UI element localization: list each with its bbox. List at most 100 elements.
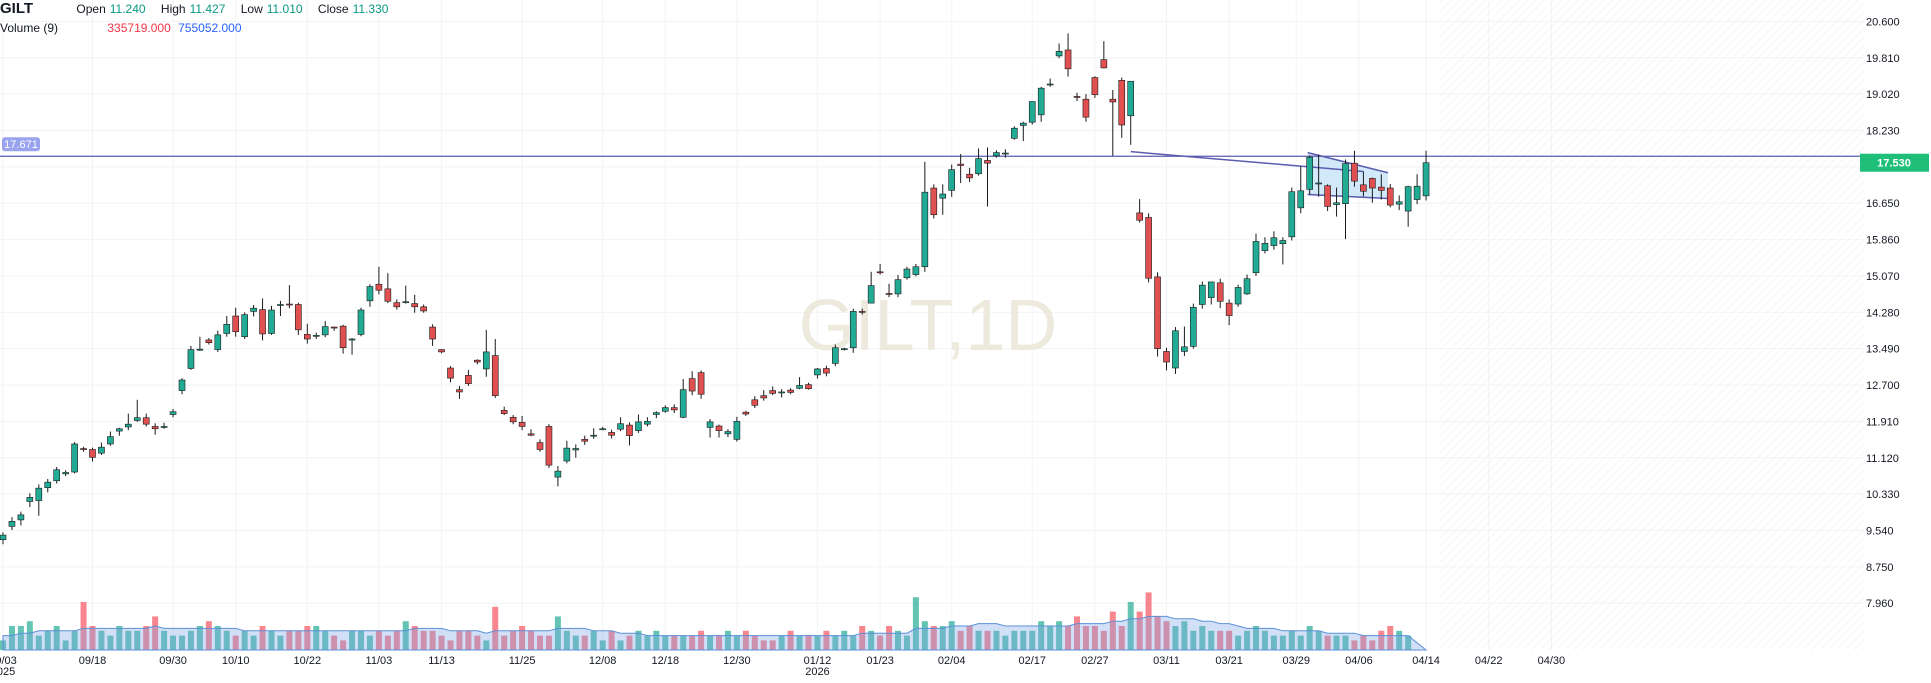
candle [518,415,526,431]
candle [411,294,419,313]
volume-bar [1360,635,1367,650]
candle-body [402,301,410,304]
candle [178,378,186,395]
candle [1055,43,1063,59]
candle [554,466,562,487]
volume-bar [35,635,42,650]
candle [1378,174,1385,200]
volume-bar [340,640,347,650]
candle-body [384,288,392,302]
candle-body [1100,59,1108,69]
candle-body [572,448,580,451]
candle [1145,213,1152,283]
volume-bar [250,635,257,650]
candle [277,300,284,316]
volume-bar [71,630,78,650]
volume-bar [492,606,499,650]
volume-bar [295,630,302,650]
ohlc-legend: GILT Open 11.240 High 11.427 Low 11.010 Clo… [0,0,388,17]
candle [885,283,893,298]
candle [1386,183,1394,208]
volume-bar [1306,626,1313,650]
volume-bar [939,626,946,650]
candle-body [1378,186,1385,191]
volume-bar [868,630,875,650]
volume-bar [563,630,570,650]
candle [125,413,132,431]
candle-body [679,389,687,418]
candle-body [1369,178,1376,189]
volume-bar [277,635,284,650]
candle [661,405,669,413]
candle [1064,33,1072,77]
candle-body [545,426,553,466]
candle [1333,187,1340,217]
price-tick-label: 19.810 [1866,53,1900,65]
candle-body [993,152,1000,157]
candle [644,417,651,427]
high-value: 11.427 [189,2,226,16]
candle-body [500,410,508,414]
candle [1199,281,1206,309]
candle [330,326,338,331]
candle [438,349,445,354]
candle-body [912,266,920,275]
candle [1270,231,1278,250]
volume-bar [1369,640,1376,650]
candle [214,330,222,352]
price-tick-label: 16.650 [1866,198,1900,210]
volume-bar [268,630,275,650]
candle [1073,92,1081,102]
candle [814,368,821,379]
volume-bar [134,630,141,650]
volume-bar [519,626,526,650]
candle [151,423,159,435]
volume-bar [760,640,767,650]
candle-body [635,421,642,431]
candle-body [133,417,141,421]
candle [679,379,687,419]
open-label: Open [76,2,106,16]
volume-bar [384,635,391,650]
candle-body [661,407,669,412]
volume-bar [1136,611,1143,650]
volume-bar [1261,630,1268,650]
time-tick-label: 10/22 [294,655,322,667]
time-tick-label: 02/04 [938,655,966,667]
candle-body [1190,306,1197,347]
volume-bar [957,630,964,650]
candle [930,184,938,219]
volume-bar [1163,621,1170,650]
candle-body [617,423,624,430]
price-tick-label: 19.020 [1866,89,1900,101]
candle-body [1118,80,1126,126]
candle-body [653,412,660,415]
time-tick-label: 09/30 [159,655,187,667]
volume-legend: Volume (9) 335719.000 755052.000 [0,21,242,35]
volume-bar [1279,635,1286,650]
candle-body [420,306,427,312]
candle [1422,150,1430,201]
volume-bar [993,630,1000,650]
volume-bar [322,630,329,650]
volume-bar [823,630,830,650]
candle-body [1288,191,1296,238]
volume-bar [196,626,203,650]
volume-bar [1029,630,1036,650]
candle-body [858,311,866,313]
volume-bar [1172,626,1179,650]
volume-bar [152,616,159,650]
volume-bar [1011,630,1018,650]
candle [509,414,517,425]
candle-body [44,481,52,488]
candle-body [357,309,365,335]
candle [321,321,329,338]
candle-body [796,385,803,389]
candle [823,365,830,377]
candle [876,263,884,275]
candle-body [760,395,768,399]
volume-bar [608,630,615,650]
candle [1234,284,1242,307]
